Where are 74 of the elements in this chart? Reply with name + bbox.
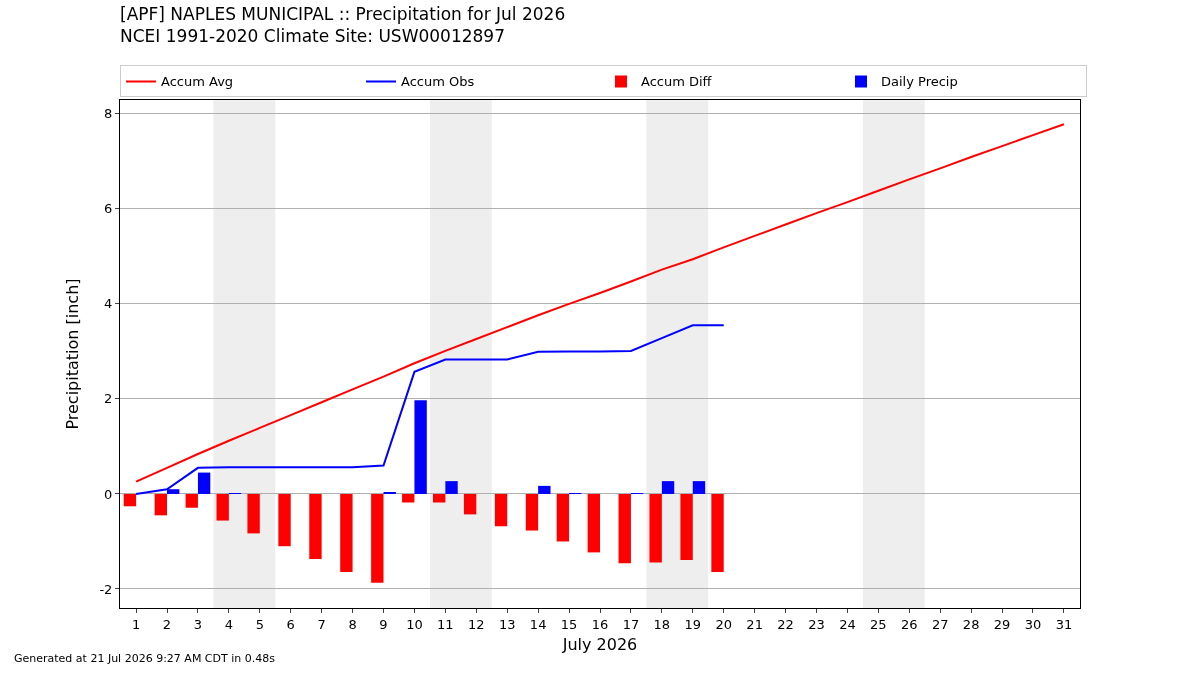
y-axis-title: Precipitation [inch]: [63, 278, 82, 430]
bar: [185, 493, 198, 508]
x-tick-label: 27: [931, 616, 949, 632]
chart-subtitle: NCEI 1991-2020 Climate Site: USW00012897: [120, 26, 505, 47]
x-tick-label: 7: [317, 616, 326, 632]
line-series: [135, 324, 725, 495]
legend-label: Daily Precip: [881, 74, 958, 90]
x-tick-label: 10: [406, 616, 423, 632]
bar: [123, 493, 137, 507]
bar: [661, 481, 675, 494]
x-tick-label: 9: [379, 616, 388, 632]
bar: [309, 493, 322, 560]
x-tick-label: 18: [653, 616, 671, 632]
bar: [680, 493, 693, 560]
bar: [525, 493, 539, 531]
x-tick-label: 5: [255, 616, 264, 632]
x-tick-label: 13: [498, 616, 516, 632]
bar: [216, 493, 229, 521]
bar: [494, 493, 508, 527]
x-tick-label: 23: [808, 616, 825, 632]
x-tick-label: 12: [468, 616, 485, 632]
bar: [445, 481, 458, 494]
y-tick-label: 6: [104, 201, 113, 217]
chart-title: [APF] NAPLES MUNICIPAL :: Precipitation for Jul 2026: [120, 4, 566, 25]
x-tick-label: 24: [839, 616, 856, 632]
x-tick-label: 6: [286, 616, 295, 632]
bar: [692, 481, 706, 494]
x-tick-label: 17: [622, 616, 640, 632]
x-tick-label: 25: [870, 616, 887, 632]
bar: [340, 493, 353, 572]
x-tick-label: 31: [1055, 616, 1073, 632]
y-tick-label: 4: [104, 296, 113, 312]
x-tick-label: 20: [715, 616, 732, 632]
x-tick-label: 30: [1024, 616, 1042, 632]
y-tick-label: 0: [104, 486, 113, 502]
bar: [154, 493, 168, 516]
y-tick-label: -2: [99, 581, 113, 597]
bar: [247, 493, 260, 534]
legend-label: Accum Avg: [161, 74, 234, 90]
bar: [587, 493, 600, 553]
x-tick-label: 8: [348, 616, 357, 632]
y-tick-label: 8: [104, 106, 113, 122]
x-tick-label: 4: [224, 616, 234, 632]
bar: [414, 400, 427, 494]
legend-label: Accum Diff: [641, 74, 713, 90]
x-axis-title: July 2026: [561, 635, 638, 655]
bar: [556, 493, 570, 542]
x-tick-label: 21: [746, 616, 763, 632]
bar: [711, 493, 724, 572]
bar: [649, 493, 662, 563]
x-tick-label: 19: [684, 616, 702, 632]
x-tick-label: 22: [777, 616, 794, 632]
line-series: [135, 123, 1065, 483]
x-tick-label: 1: [131, 616, 141, 632]
x-tick-label: 15: [560, 616, 578, 632]
bar: [432, 493, 446, 503]
x-tick-label: 29: [993, 616, 1011, 632]
text: Generated at 21 Jul 2026 9:27 AM CDT in 0.48s: [14, 652, 276, 665]
x-tick-label: 2: [162, 616, 172, 632]
x-tick-label: 16: [591, 616, 609, 632]
bar: [463, 493, 477, 515]
bar: [197, 472, 211, 494]
y-tick-label: 2: [104, 391, 113, 407]
bar: [371, 493, 384, 583]
bar: [538, 485, 551, 494]
x-tick-label: 11: [437, 616, 454, 632]
bar: [618, 493, 631, 564]
x-tick-label: 26: [901, 616, 918, 632]
x-tick-label: 3: [193, 616, 203, 632]
legend-label: Accum Obs: [401, 74, 475, 90]
x-tick-label: 28: [962, 616, 980, 632]
x-tick-label: 14: [529, 616, 547, 632]
bar: [402, 493, 415, 503]
bar: [278, 493, 291, 547]
